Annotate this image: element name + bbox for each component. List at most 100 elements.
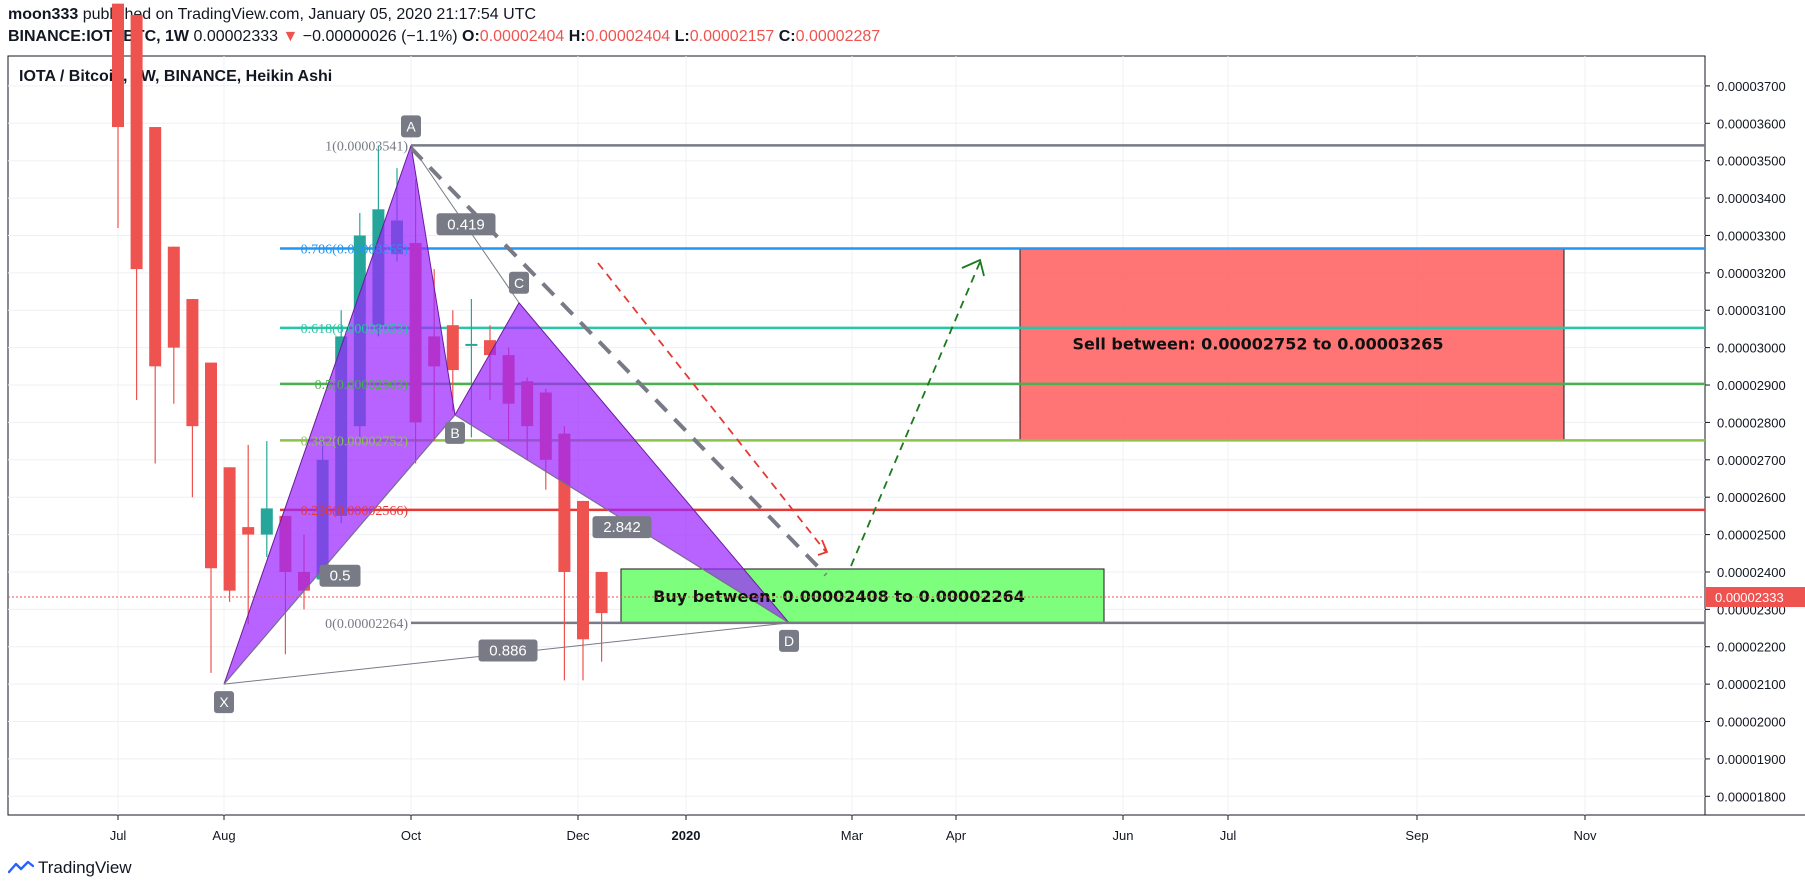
fib-level-label: 0.382(0.00002752) bbox=[301, 434, 409, 449]
y-tick-label: 0.00002100 bbox=[1717, 677, 1786, 692]
x-tick-label: Aug bbox=[212, 828, 235, 843]
pattern-point-badge[interactable] bbox=[214, 691, 234, 714]
tradingview-logo-icon bbox=[8, 860, 34, 874]
y-tick-label: 0.00003100 bbox=[1717, 303, 1786, 318]
candle-body[interactable] bbox=[130, 14, 143, 270]
buy-zone-label: Buy between: 0.00002408 to 0.00002264 bbox=[653, 587, 1025, 606]
x-tick-label: Oct bbox=[401, 828, 422, 843]
y-tick-label: 0.00003300 bbox=[1717, 228, 1786, 243]
fib-level-label: 1(0.00003541) bbox=[325, 139, 408, 154]
pattern-point-label: C bbox=[514, 275, 524, 291]
high-value: 0.00002404 bbox=[585, 28, 671, 45]
candle-body[interactable] bbox=[595, 571, 608, 614]
candle-body[interactable] bbox=[577, 500, 589, 640]
last-price: 0.00002333 bbox=[193, 28, 279, 45]
low-value: 0.00002157 bbox=[689, 28, 775, 45]
fib-level-label: 0.236(0.00002566) bbox=[301, 504, 409, 519]
candle-body[interactable] bbox=[149, 127, 162, 367]
ratio-badge bbox=[478, 639, 538, 662]
open-label: O: bbox=[462, 28, 480, 45]
projection-down-arrow bbox=[597, 262, 827, 553]
price-change: −0.00000026 (−1.1%) bbox=[302, 28, 458, 45]
x-tick-label: Nov bbox=[1573, 828, 1597, 843]
x-tick-label: 2020 bbox=[672, 828, 701, 843]
chart-title: IOTA / Bitcoin, 1W, BINANCE, Heikin Ashi bbox=[19, 68, 332, 85]
ratio-line-xb bbox=[223, 414, 456, 685]
ratio-label: 0.886 bbox=[489, 642, 527, 659]
down-arrow-icon: ▼ bbox=[282, 28, 299, 45]
candle-body[interactable] bbox=[242, 527, 255, 535]
ratio-label: 0.419 bbox=[447, 216, 485, 233]
symbol-label: BINANCE:IOTABTC, 1W bbox=[8, 28, 190, 45]
sell-zone bbox=[1019, 248, 1565, 441]
y-tick-label: 0.00003500 bbox=[1717, 154, 1786, 169]
pattern-point-label: D bbox=[784, 633, 794, 649]
close-label: C: bbox=[778, 28, 796, 45]
x-tick-label: Dec bbox=[566, 828, 590, 843]
candle-body[interactable] bbox=[167, 246, 180, 348]
current-price-tag bbox=[1706, 587, 1805, 608]
y-tick-label: 0.00002400 bbox=[1717, 565, 1786, 580]
sell-zone-label: Sell between: 0.00002752 to 0.00003265 bbox=[1072, 334, 1443, 353]
x-tick-label: Mar bbox=[841, 828, 864, 843]
candle-body[interactable] bbox=[186, 299, 199, 427]
x-tick-label: Jul bbox=[110, 828, 127, 843]
green-arrow-head-icon bbox=[961, 258, 985, 277]
y-tick-label: 0.00002600 bbox=[1717, 490, 1786, 505]
candle-body[interactable] bbox=[465, 343, 478, 346]
trend-dashed-line bbox=[409, 146, 828, 577]
red-arrow-head-icon bbox=[817, 539, 829, 556]
x-tick-label: Jun bbox=[1113, 828, 1134, 843]
y-tick-label: 0.00002500 bbox=[1717, 528, 1786, 543]
pattern-point-label: B bbox=[450, 425, 459, 441]
y-tick-label: 0.00001900 bbox=[1717, 752, 1786, 767]
author-name[interactable]: moon333 bbox=[8, 6, 79, 23]
publish-info: moon333 published on TradingView.com, Ja… bbox=[8, 6, 536, 24]
y-tick-label: 0.00002200 bbox=[1717, 640, 1786, 655]
candle-body[interactable] bbox=[260, 508, 273, 535]
buy-zone bbox=[620, 568, 1105, 624]
x-tick-label: Sep bbox=[1405, 828, 1428, 843]
pattern-point-badge[interactable] bbox=[779, 629, 799, 652]
candle-body[interactable] bbox=[112, 3, 124, 128]
y-tick-label: 0.00003600 bbox=[1717, 116, 1786, 131]
y-tick-label: 0.00002800 bbox=[1717, 415, 1786, 430]
pattern-point-badge[interactable] bbox=[445, 421, 465, 444]
ratio-label: 2.842 bbox=[603, 519, 641, 536]
current-price-label: 0.00002333 bbox=[1715, 590, 1784, 605]
y-tick-label: 0.00002900 bbox=[1717, 378, 1786, 393]
candle-body[interactable] bbox=[223, 467, 236, 591]
brand-name[interactable]: TradingView bbox=[38, 858, 132, 877]
ratio-badge bbox=[592, 516, 652, 539]
y-tick-label: 0.00001800 bbox=[1717, 789, 1786, 804]
fib-level-label: 0.618(0.00003053) bbox=[301, 322, 409, 337]
y-tick-label: 0.00003000 bbox=[1717, 341, 1786, 356]
candle-body[interactable] bbox=[205, 362, 217, 569]
pattern-point-badge[interactable] bbox=[401, 115, 421, 138]
x-tick-label: Apr bbox=[946, 828, 967, 843]
pattern-point-label: X bbox=[219, 694, 229, 710]
y-tick-label: 0.00002700 bbox=[1717, 453, 1786, 468]
fib-level-label: 0.786(0.00003265) bbox=[301, 243, 409, 258]
ratio-badge bbox=[436, 213, 496, 236]
ratio-label: 0.5 bbox=[330, 568, 351, 585]
footer: TradingView bbox=[8, 858, 132, 878]
y-tick-label: 0.00003200 bbox=[1717, 266, 1786, 281]
y-tick-label: 0.00003700 bbox=[1717, 79, 1786, 94]
x-tick-label: Jul bbox=[1220, 828, 1237, 843]
pattern-point-label: A bbox=[406, 118, 416, 134]
open-value: 0.00002404 bbox=[479, 28, 565, 45]
publish-text: published on TradingView.com, January 05… bbox=[82, 6, 537, 23]
candle-body[interactable] bbox=[446, 325, 459, 371]
ratio-badge bbox=[319, 564, 361, 587]
fib-level-label: 0.5(0.00002903) bbox=[315, 378, 409, 393]
y-tick-label: 0.00003400 bbox=[1717, 191, 1786, 206]
fib-level-label: 0(0.00002264) bbox=[325, 617, 408, 632]
close-value: 0.00002287 bbox=[795, 28, 881, 45]
pattern-point-badge[interactable] bbox=[509, 271, 529, 294]
ohlc-legend: BINANCE:IOTABTC, 1W 0.00002333 ▼ −0.0000… bbox=[8, 28, 880, 46]
y-tick-label: 0.00002000 bbox=[1717, 715, 1786, 730]
high-label: H: bbox=[568, 28, 586, 45]
low-label: L: bbox=[674, 28, 690, 45]
